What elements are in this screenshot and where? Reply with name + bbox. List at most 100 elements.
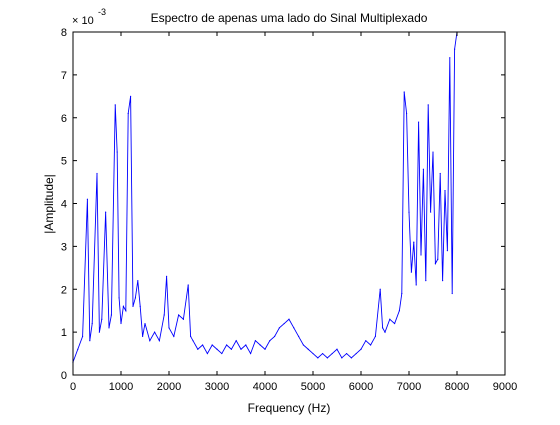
data-point <box>427 104 429 106</box>
data-point <box>384 331 386 333</box>
data-point <box>254 340 256 342</box>
data-point <box>105 211 107 213</box>
data-point <box>134 297 136 299</box>
x-tick-label: 5000 <box>301 381 325 393</box>
data-point <box>341 357 343 359</box>
data-point <box>216 348 218 350</box>
data-point <box>312 352 314 355</box>
y-multiplier-base: × 10 <box>72 15 94 27</box>
data-point <box>336 348 338 350</box>
data-point <box>360 348 362 350</box>
y-tick-label: 3 <box>61 241 67 253</box>
chart-title: Espectro de apenas uma lado do Sinal Mul… <box>151 11 428 25</box>
data-point <box>437 258 439 260</box>
data-point <box>439 172 441 175</box>
data-point <box>307 348 309 350</box>
data-point <box>197 348 199 350</box>
data-point <box>259 344 261 346</box>
data-point <box>331 352 333 355</box>
data-point <box>91 322 93 325</box>
x-tick-label: 0 <box>70 381 76 393</box>
data-point <box>365 340 367 342</box>
data-point <box>370 344 372 346</box>
data-point <box>298 335 300 338</box>
data-point <box>245 344 247 346</box>
data-point <box>449 57 451 59</box>
data-point <box>110 314 112 316</box>
data-point <box>250 352 252 355</box>
data-point <box>163 314 165 316</box>
data-point <box>166 275 168 277</box>
data-point <box>350 357 352 359</box>
plot-area <box>72 31 506 376</box>
y-tick-label: 8 <box>61 27 67 39</box>
y-multiplier-exponent: -3 <box>98 7 106 17</box>
x-tick-label: 3000 <box>205 381 229 393</box>
data-point <box>154 331 156 333</box>
data-point <box>406 112 408 115</box>
data-point <box>410 271 412 273</box>
data-point <box>420 254 422 256</box>
x-tick-label: 4000 <box>253 381 277 393</box>
data-point <box>434 262 436 265</box>
data-point <box>108 327 110 329</box>
data-point <box>116 151 118 153</box>
data-point <box>178 314 180 316</box>
y-tick-label: 4 <box>61 199 67 211</box>
data-point <box>288 318 290 320</box>
data-point <box>114 104 116 106</box>
data-point <box>425 280 427 282</box>
data-point <box>235 340 237 342</box>
data-point <box>221 352 223 355</box>
y-tick-label: 1 <box>61 327 67 339</box>
data-point <box>379 288 381 290</box>
spectrum-series-line <box>73 32 458 363</box>
data-point <box>317 357 319 359</box>
data-point <box>444 190 446 192</box>
data-point <box>137 280 139 282</box>
data-point <box>355 352 357 355</box>
data-point <box>206 352 208 355</box>
y-tick-label: 7 <box>61 70 67 82</box>
data-point <box>403 91 405 93</box>
data-point <box>240 348 242 350</box>
data-point <box>132 305 134 307</box>
plot-background <box>73 32 505 375</box>
data-point <box>144 322 146 325</box>
y-tick-label: 6 <box>61 113 67 125</box>
data-point <box>415 284 417 286</box>
data-point <box>82 335 84 338</box>
data-point <box>211 344 213 346</box>
data-point <box>408 211 410 213</box>
data-point <box>398 310 400 312</box>
data-point <box>451 292 453 295</box>
data-point <box>442 280 444 282</box>
data-point <box>89 340 91 342</box>
data-point <box>269 340 271 342</box>
data-point <box>118 297 120 299</box>
data-point <box>127 112 129 115</box>
data-point <box>418 121 420 123</box>
data-point <box>322 352 324 355</box>
data-point <box>432 151 434 153</box>
y-tick-label: 2 <box>61 284 67 296</box>
data-point <box>190 335 192 338</box>
data-point <box>326 357 328 359</box>
y-tick-label: 5 <box>61 156 67 168</box>
data-point <box>120 322 122 325</box>
data-point <box>422 168 424 170</box>
x-tick-label: 1000 <box>109 381 133 393</box>
data-point <box>346 352 348 355</box>
data-point <box>77 348 79 350</box>
data-point <box>413 241 415 243</box>
data-point <box>230 348 232 350</box>
data-point <box>139 305 141 307</box>
data-point <box>101 318 103 320</box>
data-point <box>283 322 285 325</box>
x-tick-label: 2000 <box>157 381 181 393</box>
data-point <box>394 322 396 325</box>
data-point <box>278 327 280 329</box>
data-point <box>226 344 228 346</box>
